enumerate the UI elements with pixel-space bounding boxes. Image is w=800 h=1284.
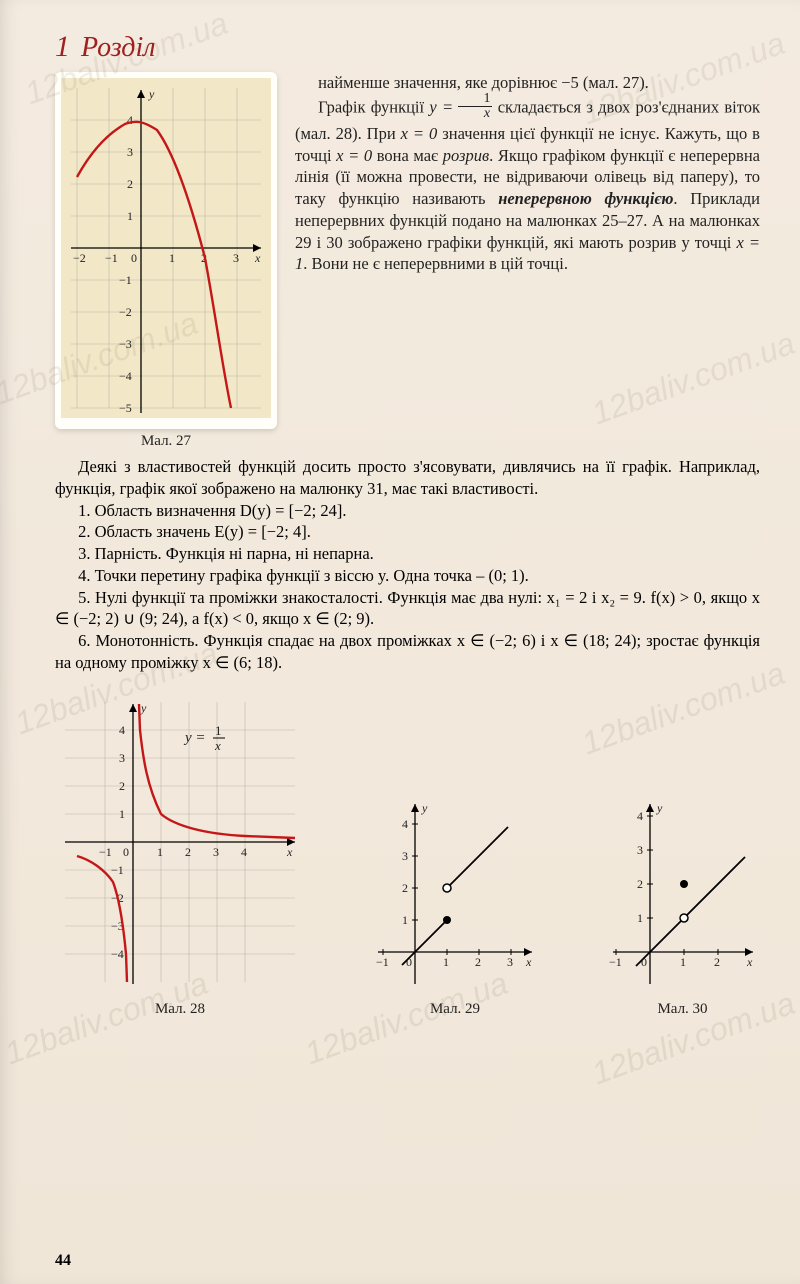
svg-text:1: 1 (680, 955, 686, 969)
svg-text:2: 2 (714, 955, 720, 969)
bottom-figures-row: −10 1234 4321 −1−2−3−4 yx y = 1 x Мал. 2… (55, 692, 760, 1018)
chapter-num: 1 (55, 30, 70, 63)
svg-text:4: 4 (637, 809, 643, 823)
svg-text:−3: −3 (119, 337, 132, 351)
svg-text:3: 3 (119, 751, 125, 765)
svg-text:−1: −1 (119, 273, 132, 287)
svg-text:x: x (525, 955, 532, 969)
figure-29-chart: −10123 1234 yx (370, 792, 540, 992)
svg-text:1: 1 (157, 845, 163, 859)
figure-28-chart: −10 1234 4321 −1−2−3−4 yx y = 1 x (55, 692, 305, 992)
svg-text:3: 3 (213, 845, 219, 859)
svg-text:4: 4 (127, 113, 133, 127)
paragraph-2: Деякі з властивостей функцій досить прос… (55, 456, 760, 500)
prop-4: 4. Точки перетину графіка функції з вісс… (55, 565, 760, 587)
svg-text:1: 1 (443, 955, 449, 969)
svg-text:−1: −1 (111, 863, 124, 877)
svg-text:0: 0 (131, 251, 137, 265)
svg-text:x: x (214, 738, 221, 753)
svg-text:−2: −2 (119, 305, 132, 319)
svg-text:2: 2 (637, 877, 643, 891)
figure-30-col: −1012 1234 yx Мал. 30 (605, 792, 760, 1018)
svg-text:x: x (746, 955, 753, 969)
svg-text:−5: −5 (119, 401, 132, 415)
figure-27-box: −2−1 0 123 4321 −1−2−3−4−5 yx (55, 72, 277, 429)
fraction-1-over-x: 1x (458, 92, 492, 121)
chapter-title: Розділ (81, 32, 155, 63)
figure-29-caption: Мал. 29 (370, 1001, 540, 1018)
svg-text:y =: y = (183, 730, 206, 746)
prop-6: 6. Монотонність. Функція спадає на двох … (55, 630, 760, 674)
prop-1: 1. Область визначення D(y) = [−2; 24]. (55, 500, 760, 522)
svg-text:−4: −4 (111, 947, 124, 961)
svg-text:1: 1 (127, 209, 133, 223)
svg-text:2: 2 (127, 177, 133, 191)
svg-text:1: 1 (119, 807, 125, 821)
svg-text:2: 2 (119, 779, 125, 793)
textbook-page: 1 Розділ (0, 0, 800, 1284)
svg-text:2: 2 (402, 881, 408, 895)
svg-text:y: y (148, 87, 155, 101)
svg-text:1: 1 (215, 723, 222, 738)
svg-text:3: 3 (127, 145, 133, 159)
svg-text:x: x (286, 845, 293, 859)
body-text: Деякі з властивостей функцій досить прос… (55, 456, 760, 674)
svg-text:3: 3 (233, 251, 239, 265)
svg-text:1: 1 (169, 251, 175, 265)
svg-text:y: y (421, 801, 428, 815)
figure-28-col: −10 1234 4321 −1−2−3−4 yx y = 1 x Мал. 2… (55, 692, 305, 1018)
svg-text:4: 4 (119, 723, 125, 737)
svg-text:0: 0 (123, 845, 129, 859)
svg-text:3: 3 (637, 843, 643, 857)
svg-text:y: y (140, 701, 147, 715)
figure-30-caption: Мал. 30 (605, 1001, 760, 1018)
figure-28-caption: Мал. 28 (55, 1001, 305, 1018)
svg-text:3: 3 (507, 955, 513, 969)
svg-text:−2: −2 (73, 251, 86, 265)
svg-text:−1: −1 (105, 251, 118, 265)
chapter-header: 1 Розділ (55, 30, 760, 64)
prop-3: 3. Парність. Функція ні парна, ні непарн… (55, 543, 760, 565)
paragraph-1b: Графік функції y = 1x складається з двох… (295, 94, 760, 275)
svg-text:4: 4 (402, 817, 408, 831)
svg-text:x: x (254, 251, 261, 265)
prop-5: 5. Нулі функції та проміжки знакосталост… (55, 587, 760, 631)
svg-text:4: 4 (241, 845, 247, 859)
svg-text:2: 2 (475, 955, 481, 969)
svg-text:1: 1 (637, 911, 643, 925)
figure-27-chart: −2−1 0 123 4321 −1−2−3−4−5 yx (61, 78, 271, 418)
prop-2: 2. Область значень E(y) = [−2; 4]. (55, 521, 760, 543)
svg-text:−4: −4 (119, 369, 132, 383)
svg-text:1: 1 (402, 913, 408, 927)
page-number: 44 (55, 1252, 71, 1270)
svg-text:−1: −1 (609, 955, 622, 969)
svg-text:−1: −1 (376, 955, 389, 969)
top-row: −2−1 0 123 4321 −1−2−3−4−5 yx Мал. 27 на… (55, 72, 760, 450)
svg-text:3: 3 (402, 849, 408, 863)
svg-text:−1: −1 (99, 845, 112, 859)
figure-27-col: −2−1 0 123 4321 −1−2−3−4−5 yx Мал. 27 (55, 72, 277, 450)
figure-27-caption: Мал. 27 (55, 433, 277, 450)
figure-30-chart: −1012 1234 yx (605, 792, 760, 992)
figure-29-col: −10123 1234 yx Мал. 29 (370, 792, 540, 1018)
svg-text:2: 2 (185, 845, 191, 859)
text-column-top: найменше значення, яке дорівнює −5 (мал.… (295, 72, 760, 450)
svg-text:y: y (656, 801, 663, 815)
paragraph-1a: найменше значення, яке дорівнює −5 (мал.… (295, 72, 760, 94)
